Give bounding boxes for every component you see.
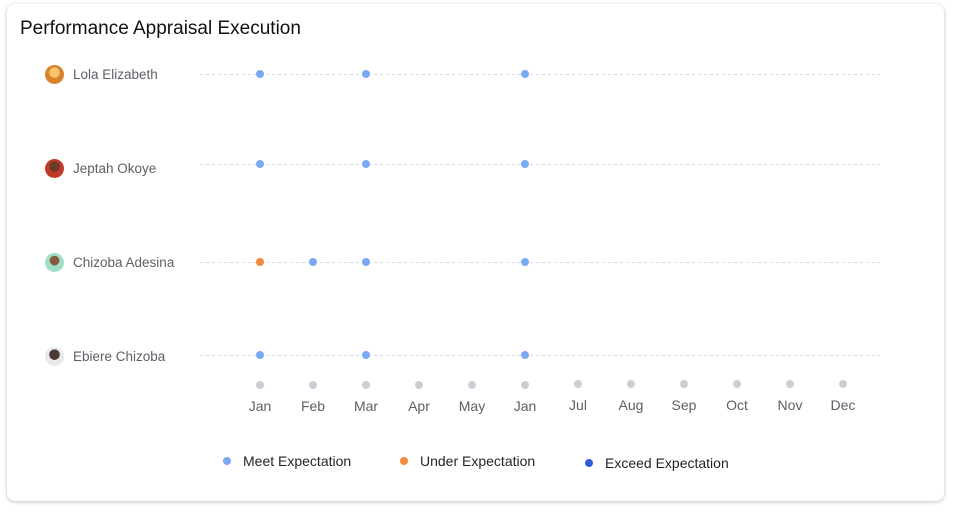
avatar-ebiere-chizoba [45,347,64,366]
legend-label-under: Under Expectation [420,453,536,469]
data-point[interactable] [521,351,529,359]
avatar-lola-elizabeth [45,65,64,84]
legend-item-under-expectation: Under Expectation [400,453,535,469]
data-point[interactable] [362,351,370,359]
x-tick-label: Feb [301,398,325,414]
axis-tick-dot [786,380,794,388]
chart-title: Performance Appraisal Execution [20,18,301,39]
legend-item-exceed-expectation: Exceed Expectation [585,455,729,471]
x-tick-label: Mar [354,398,378,414]
x-tick-label: Jul [569,397,587,413]
axis-tick-dot [415,381,423,389]
data-point[interactable] [521,70,529,78]
row-label-chizoba-adesina: Chizoba Adesina [73,255,175,270]
data-point[interactable] [362,258,370,266]
row-label-jeptah-okoye: Jeptah Okoye [73,161,157,176]
data-point[interactable] [362,70,370,78]
legend-marker-under [400,457,408,465]
axis-tick-dot [839,380,847,388]
axis-tick-dot [521,381,529,389]
axis-tick-dot [309,381,317,389]
data-point[interactable] [521,258,529,266]
data-point[interactable] [256,160,264,168]
axis-tick-dot [627,380,635,388]
data-point[interactable] [362,160,370,168]
legend-item-meet-expectation: Meet Expectation [223,453,351,469]
axis-tick-dot [680,380,688,388]
x-tick-label: May [459,398,485,414]
axis-tick-dot [256,381,264,389]
axis-tick-dot [362,381,370,389]
row-label-ebiere-chizoba: Ebiere Chizoba [73,349,166,364]
axis-tick-dot [574,380,582,388]
x-tick-label: Oct [726,397,748,413]
axis-tick-dot [733,380,741,388]
data-point[interactable] [256,258,264,266]
legend-label-meet: Meet Expectation [243,453,352,469]
x-tick-label: Aug [619,397,644,413]
data-point[interactable] [521,160,529,168]
x-tick-label: Jan [514,398,537,414]
axis-tick-dot [468,381,476,389]
row-label-lola-elizabeth: Lola Elizabeth [73,67,158,82]
legend-marker-exceed [585,459,593,467]
x-tick-label: Jan [249,398,272,414]
data-point[interactable] [256,70,264,78]
x-tick-label: Nov [778,397,803,413]
x-tick-label: Sep [672,397,697,413]
chart-card: Performance Appraisal Execution [7,4,944,501]
x-tick-label: Dec [831,397,856,413]
data-point[interactable] [256,351,264,359]
avatar-jeptah-okoye [45,159,64,178]
x-tick-label: Apr [408,398,430,414]
legend-marker-meet [223,457,231,465]
data-point[interactable] [309,258,317,266]
avatar-chizoba-adesina [45,253,64,272]
legend-label-exceed: Exceed Expectation [605,455,729,471]
